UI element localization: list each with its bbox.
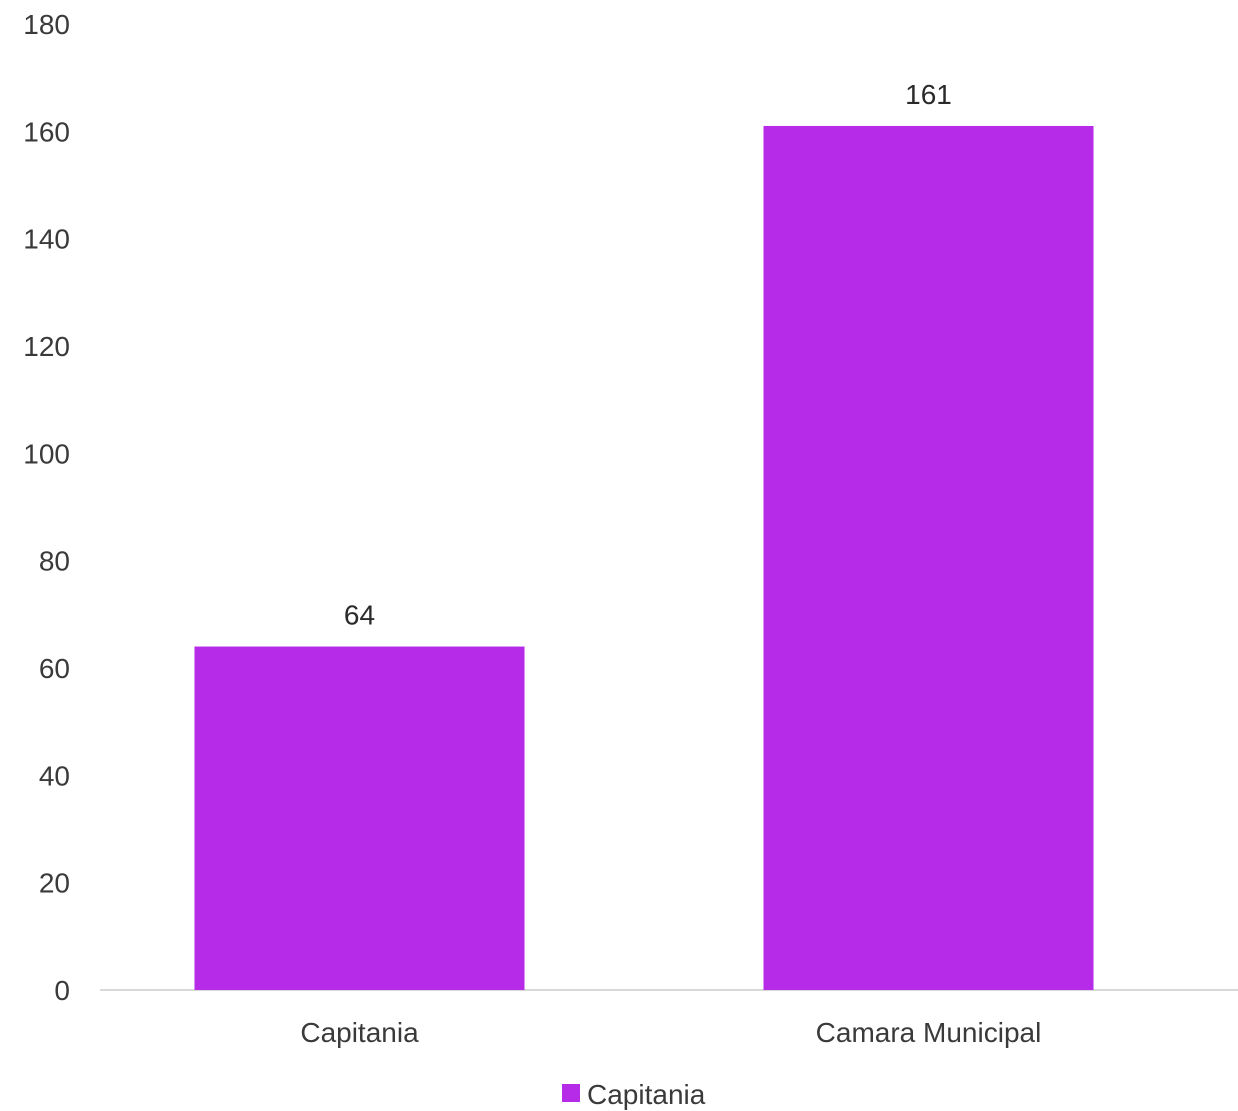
y-tick-label: 100 [23, 438, 70, 469]
y-tick-label: 120 [23, 331, 70, 362]
bars [194, 125, 1094, 990]
data-label: 64 [344, 600, 375, 631]
y-tick-label: 0 [54, 975, 70, 1006]
y-tick-label: 180 [23, 9, 70, 40]
y-tick-label: 40 [39, 760, 70, 791]
legend-label: Capitania [587, 1079, 706, 1110]
category-labels: Capitania Camara Municipal [300, 1017, 1041, 1048]
y-tick-label: 140 [23, 224, 70, 255]
data-label: 161 [905, 79, 952, 110]
y-tick-label: 160 [23, 116, 70, 147]
x-category-label: Capitania [300, 1017, 419, 1048]
legend-swatch [562, 1084, 580, 1102]
bar-capitania [194, 646, 525, 990]
data-labels: 64 161 [344, 79, 952, 631]
bar-camara-municipal [763, 125, 1094, 990]
y-tick-label: 80 [39, 546, 70, 577]
y-axis-ticks: 0 20 40 60 80 100 120 140 160 180 [23, 9, 70, 1006]
y-tick-label: 20 [39, 868, 70, 899]
x-category-label: Camara Municipal [816, 1017, 1042, 1048]
legend: Capitania [562, 1079, 706, 1110]
y-tick-label: 60 [39, 653, 70, 684]
